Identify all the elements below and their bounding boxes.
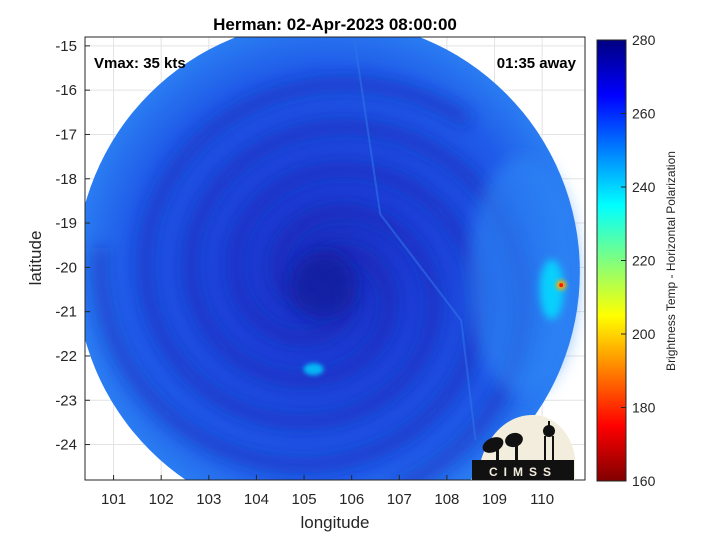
brightness-temp-field [85, 37, 580, 480]
warm-anomaly-core [559, 283, 564, 288]
spiral-band [137, 75, 474, 431]
y-tick-label: -22 [55, 348, 77, 365]
x-axis-ticks: 101 102 103 104 105 106 107 108 109 110 [101, 475, 554, 508]
x-tick-label: 101 [101, 491, 126, 508]
x-tick-label: 103 [196, 491, 221, 508]
x-tick-label: 106 [339, 491, 364, 508]
cimss-logo-text: CIMSS [489, 465, 557, 479]
x-tick-label: 104 [244, 491, 269, 508]
chart-title: Herman: 02-Apr-2023 08:00:00 [213, 15, 457, 34]
colorbar-tick-label: 200 [632, 326, 656, 342]
time-offset-annotation: 01:35 away [497, 55, 577, 72]
cold-band-east-region [468, 156, 579, 397]
y-tick-label: -21 [55, 304, 77, 321]
x-tick-label: 109 [482, 491, 507, 508]
cold-band-east [539, 259, 564, 320]
y-tick-label: -16 [55, 82, 77, 99]
y-tick-label: -24 [55, 437, 77, 454]
y-tick-label: -17 [55, 126, 77, 143]
colorbar-tick-label: 240 [632, 179, 656, 195]
y-tick-label: -23 [55, 392, 77, 409]
colorbar-label: Brightness Temp - Horizontal Polarizatio… [664, 151, 678, 371]
colorbar-tick-label: 160 [632, 473, 656, 489]
spiral-band [91, 161, 487, 473]
x-tick-label: 108 [434, 491, 459, 508]
cold-patch-south [303, 363, 324, 376]
x-tick-label: 105 [292, 491, 317, 508]
x-tick-label: 102 [149, 491, 174, 508]
colorbar-tick-label: 260 [632, 106, 656, 122]
x-tick-label: 110 [530, 491, 554, 508]
y-tick-label: -20 [55, 259, 77, 276]
y-axis-ticks: -15 -16 -17 -18 -19 -20 -21 -22 -23 -24 [55, 38, 90, 454]
y-tick-label: -18 [55, 171, 77, 188]
y-axis-label: latitude [26, 231, 45, 286]
cimss-logo: CIMSS [472, 415, 575, 480]
vmax-annotation: Vmax: 35 kts [94, 55, 186, 72]
colorbar-tick-label: 280 [632, 32, 656, 48]
y-tick-label: -19 [55, 215, 77, 232]
x-tick-label: 107 [387, 491, 412, 508]
plot-frame [84, 36, 586, 481]
x-axis-label: longitude [300, 513, 369, 532]
storm-eye [289, 251, 358, 320]
colorbar-tick-label: 180 [632, 400, 656, 416]
colorbar-tick-label: 220 [632, 253, 656, 269]
scan-seam [353, 37, 477, 441]
colorbar-ticks: 280 260 240 220 200 180 160 [621, 32, 656, 489]
y-tick-label: -15 [55, 38, 77, 55]
